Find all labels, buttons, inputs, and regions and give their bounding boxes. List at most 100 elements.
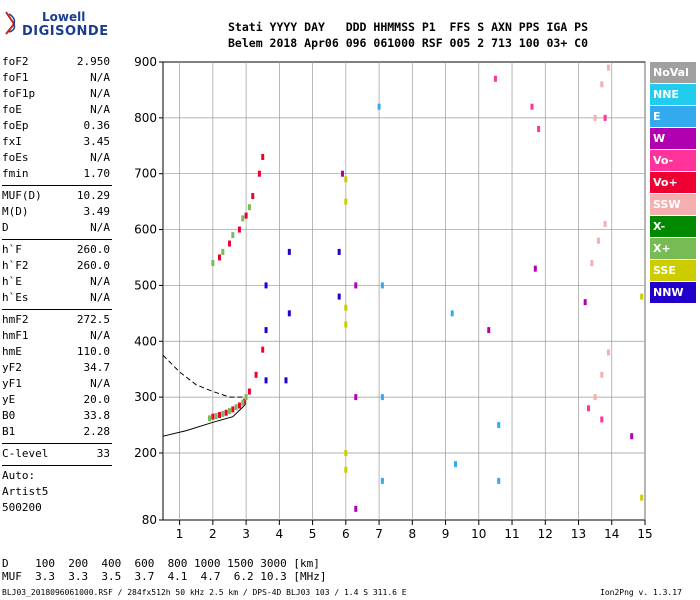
legend-item: SSW bbox=[650, 194, 696, 215]
param-row: B0 33.8 bbox=[2, 409, 112, 425]
param-name: yF2 bbox=[2, 361, 22, 374]
param-name: Artist5 bbox=[2, 485, 49, 498]
echo-point bbox=[227, 408, 231, 415]
echo-point bbox=[603, 220, 607, 227]
echo-point bbox=[590, 260, 594, 267]
param-name: hmF2 bbox=[2, 313, 29, 326]
param-value: 10.29 bbox=[76, 189, 110, 202]
param-row: D N/A bbox=[2, 221, 112, 237]
param-divider bbox=[2, 185, 112, 186]
param-value: N/A bbox=[90, 221, 110, 234]
param-value: 272.5 bbox=[76, 313, 110, 326]
plot-frame bbox=[162, 61, 646, 521]
antenna-icon bbox=[5, 11, 16, 35]
y-tick-label: 300 bbox=[134, 390, 157, 404]
param-value: 1.70 bbox=[83, 167, 111, 180]
param-divider bbox=[2, 239, 112, 240]
param-row: foF1 N/A bbox=[2, 71, 112, 87]
param-name: B0 bbox=[2, 409, 16, 422]
echo-point bbox=[287, 248, 291, 255]
echo-point bbox=[244, 212, 248, 219]
x-tick-label: 4 bbox=[276, 527, 284, 541]
echo-point bbox=[261, 346, 265, 353]
echo-point bbox=[606, 64, 610, 71]
echo-point bbox=[242, 398, 246, 405]
param-row: MUF(D) 10.29 bbox=[2, 189, 112, 205]
param-row: foE N/A bbox=[2, 103, 112, 119]
echo-point bbox=[593, 114, 597, 121]
y-tick-label: 200 bbox=[134, 446, 157, 460]
echo-point bbox=[257, 170, 261, 177]
y-tick-label: 900 bbox=[134, 55, 157, 69]
x-tick-label: 8 bbox=[408, 527, 416, 541]
param-name: h`E bbox=[2, 275, 22, 288]
x-tick-label: 5 bbox=[309, 527, 317, 541]
echo-point bbox=[287, 310, 291, 317]
echo-point bbox=[497, 477, 501, 484]
echo-point bbox=[380, 394, 384, 401]
param-value: 2.950 bbox=[76, 55, 110, 68]
param-row: foEs N/A bbox=[2, 151, 112, 167]
param-row: B1 2.28 bbox=[2, 425, 112, 441]
param-value: N/A bbox=[90, 71, 110, 84]
x-tick-label: 7 bbox=[375, 527, 383, 541]
param-value: 20.0 bbox=[83, 393, 111, 406]
param-value: 110.0 bbox=[76, 345, 110, 358]
echo-point bbox=[354, 505, 358, 512]
echo-point bbox=[247, 204, 251, 211]
x-tick-label: 6 bbox=[342, 527, 350, 541]
echo-point bbox=[344, 466, 348, 473]
param-row: yF2 34.7 bbox=[2, 361, 112, 377]
echo-point bbox=[337, 248, 341, 255]
echo-point bbox=[630, 433, 634, 440]
digisonde-logo: Lowell DIGISONDE bbox=[2, 4, 112, 44]
param-name: D bbox=[2, 221, 9, 234]
echo-point bbox=[341, 170, 345, 177]
param-value: 3.45 bbox=[83, 135, 111, 148]
echo-point bbox=[224, 409, 228, 416]
echo-point bbox=[600, 416, 604, 423]
param-name: hmE bbox=[2, 345, 22, 358]
echo-point bbox=[214, 413, 218, 420]
param-row: h`F 260.0 bbox=[2, 243, 112, 259]
param-name: hmF1 bbox=[2, 329, 29, 342]
param-value: 2.28 bbox=[83, 425, 111, 438]
header-values: Belem 2018 Apr06 096 061000 RSF 005 2 71… bbox=[228, 36, 589, 50]
echo-point bbox=[264, 282, 268, 289]
y-tick-label: 500 bbox=[134, 278, 157, 292]
echo-point bbox=[234, 404, 238, 411]
param-row: yF1 N/A bbox=[2, 377, 112, 393]
echo-point bbox=[593, 394, 597, 401]
echo-point bbox=[640, 494, 644, 501]
param-name: B1 bbox=[2, 425, 16, 438]
param-divider bbox=[2, 309, 112, 310]
echo-point bbox=[596, 237, 600, 244]
legend-item: SSE bbox=[650, 260, 696, 281]
echo-point bbox=[606, 349, 610, 356]
param-value: 260.0 bbox=[76, 259, 110, 272]
x-tick-label: 1 bbox=[176, 527, 184, 541]
echo-point bbox=[211, 413, 215, 420]
legend-item: NoVal bbox=[650, 62, 696, 83]
polarization-legend: NoVal NNE E W Vo- Vo+ SSW X- X+ SSE NNW bbox=[650, 62, 696, 304]
echo-point bbox=[231, 232, 235, 239]
echo-point bbox=[377, 103, 381, 110]
param-name: MUF(D) bbox=[2, 189, 42, 202]
echo-point bbox=[208, 415, 212, 422]
param-value: 0.36 bbox=[83, 119, 111, 132]
echo-point bbox=[586, 405, 590, 412]
x-tick-label: 14 bbox=[604, 527, 619, 541]
echo-point bbox=[264, 327, 268, 334]
echo-point bbox=[247, 388, 251, 395]
param-row: Auto: bbox=[2, 469, 112, 485]
echo-point bbox=[344, 176, 348, 183]
param-name: h`F2 bbox=[2, 259, 29, 272]
version-label: Ion2Png v. 1.3.17 bbox=[600, 588, 682, 597]
legend-item: E bbox=[650, 106, 696, 127]
echo-point bbox=[487, 327, 491, 334]
param-name: foEs bbox=[2, 151, 29, 164]
logo-line2: DIGISONDE bbox=[22, 24, 109, 39]
echo-point bbox=[640, 293, 644, 300]
param-value: N/A bbox=[90, 377, 110, 390]
echo-point bbox=[380, 477, 384, 484]
